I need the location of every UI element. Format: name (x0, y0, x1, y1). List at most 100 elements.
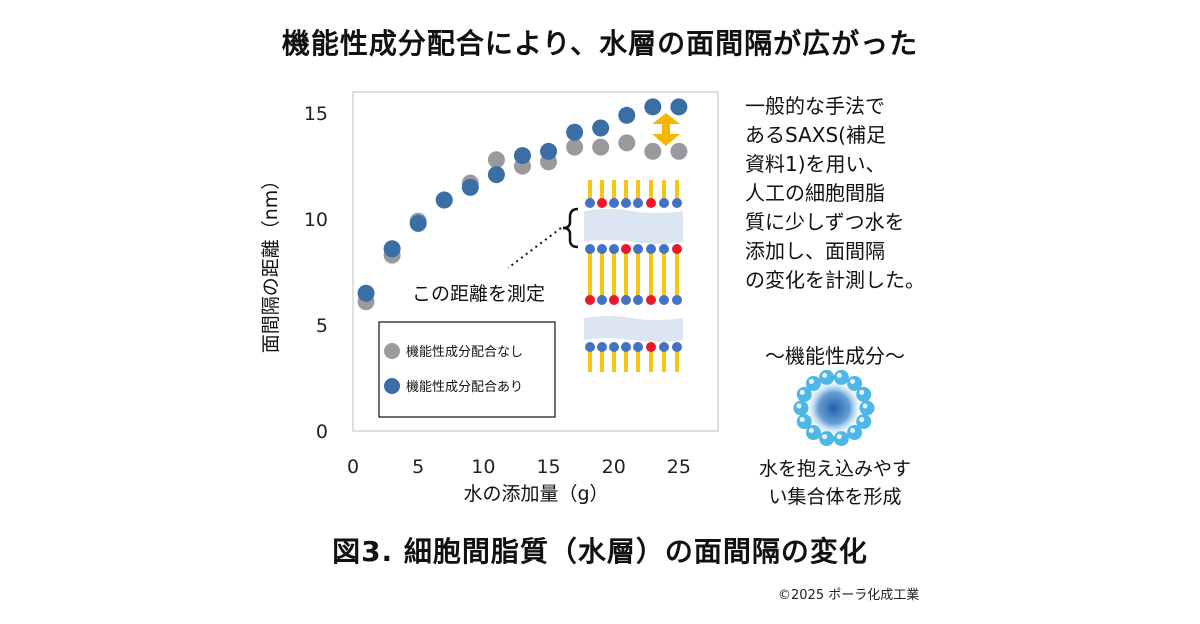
lipid-tail (649, 180, 653, 203)
point-with (644, 98, 662, 116)
point-with (383, 240, 401, 258)
point-with (435, 191, 453, 209)
particle-highlight (859, 417, 865, 423)
lipid-tail (612, 347, 616, 372)
legend-label-without: 機能性成分配合なし (406, 345, 523, 360)
particle-highlight (836, 434, 842, 440)
legend: 機能性成分配合なし 機能性成分配合あり (378, 321, 556, 418)
lipid-tail (624, 250, 628, 300)
point-with (540, 142, 558, 160)
water-layer (584, 316, 683, 342)
lipid-head (597, 295, 607, 305)
component-description: 水を抱え込みやす い集合体を形成 (740, 455, 930, 511)
particle-highlight (799, 389, 805, 395)
point-with (592, 119, 610, 137)
particle-ball (796, 414, 812, 430)
lipid-head (633, 198, 643, 208)
point-without (487, 151, 505, 169)
component-description-line: い集合体を形成 (768, 486, 902, 508)
lipid-head (659, 244, 669, 254)
description-line: 質に少しずつ水を (745, 210, 905, 234)
lipid-head (633, 342, 643, 352)
particle-highlight (862, 403, 868, 409)
particle-ball (856, 386, 872, 402)
particle-highlight (836, 372, 842, 378)
lipid-tail (600, 180, 604, 203)
lipid-head (646, 295, 656, 305)
x-tick-label: 5 (412, 456, 424, 478)
particle-ball (819, 431, 835, 447)
particle-highlight (850, 378, 856, 384)
x-tick-label: 0 (347, 456, 359, 478)
particle-ball (833, 369, 849, 385)
description-line: 資料1)を用い、 (745, 152, 886, 176)
lipid-lamella-illustration (584, 180, 683, 372)
lipid-head (672, 295, 682, 305)
component-title: ～機能性成分～ (765, 344, 905, 368)
component-description-line: 水を抱え込みやす (758, 458, 911, 480)
lipid-tail (624, 180, 628, 203)
description-line: 一般的な手法で (745, 94, 885, 118)
lipid-head (633, 295, 643, 305)
measure-label: この距離を測定 (412, 283, 545, 305)
particle-ball (859, 400, 875, 416)
lipid-tail (675, 180, 679, 203)
lipid-head (659, 198, 669, 208)
particle-ball (847, 425, 863, 441)
lipid-tail (612, 250, 616, 300)
point-without (618, 134, 636, 152)
lipid-tail (675, 250, 679, 300)
micelle-particle-icon (793, 369, 875, 447)
lipid-head (646, 342, 656, 352)
lipid-head (609, 198, 619, 208)
lipid-head (609, 244, 619, 254)
lipid-tail (588, 347, 592, 372)
point-with (409, 214, 427, 232)
particle-highlight (808, 428, 814, 434)
legend-label-with: 機能性成分配合あり (406, 380, 523, 395)
particle-ball (833, 431, 849, 447)
lipid-tail (649, 347, 653, 372)
lipid-head (672, 198, 682, 208)
dotted-pointer (507, 227, 562, 269)
figure-title: 機能性成分配合により、水層の面間隔が広がった (281, 27, 919, 60)
lipid-head (621, 198, 631, 208)
lipid-tail (662, 347, 666, 372)
point-without (644, 142, 662, 160)
lipid-head (609, 295, 619, 305)
lipid-head (633, 244, 643, 254)
figure-caption: 図3. 細胞間脂質（水層）の面間隔の変化 (332, 535, 868, 568)
lipid-head (621, 244, 631, 254)
x-tick-label: 10 (471, 456, 495, 478)
lipid-head (597, 342, 607, 352)
lipid-head (585, 295, 595, 305)
distance-bracket (562, 207, 579, 249)
lipid-head (672, 244, 682, 254)
lipid-head (621, 295, 631, 305)
description-line: の変化を計測した。 (745, 268, 925, 292)
lipid-head (646, 244, 656, 254)
increase-arrow (652, 113, 680, 146)
particle-highlight (859, 389, 865, 395)
lipid-tail (588, 180, 592, 203)
y-tick-label: 0 (316, 421, 328, 443)
lipid-head (659, 342, 669, 352)
y-tick-label: 15 (304, 103, 328, 125)
lipid-head (597, 244, 607, 254)
legend-marker-with (384, 378, 400, 394)
y-tick-label: 10 (304, 209, 328, 231)
lipid-head (646, 198, 656, 208)
copyright: ©2025 ポーラ化成工業 (778, 588, 920, 603)
particle-highlight (796, 403, 802, 409)
point-with (670, 98, 688, 116)
particle-ball (819, 369, 835, 385)
point-without (592, 138, 610, 156)
description-line: 添加し、面間隔 (745, 239, 885, 263)
lipid-tail (636, 180, 640, 203)
y-tick-label: 5 (316, 315, 328, 337)
water-layer (584, 209, 683, 244)
particle-highlight (799, 417, 805, 423)
lipid-head (609, 342, 619, 352)
description-line: あるSAXS(補足 (745, 123, 886, 147)
